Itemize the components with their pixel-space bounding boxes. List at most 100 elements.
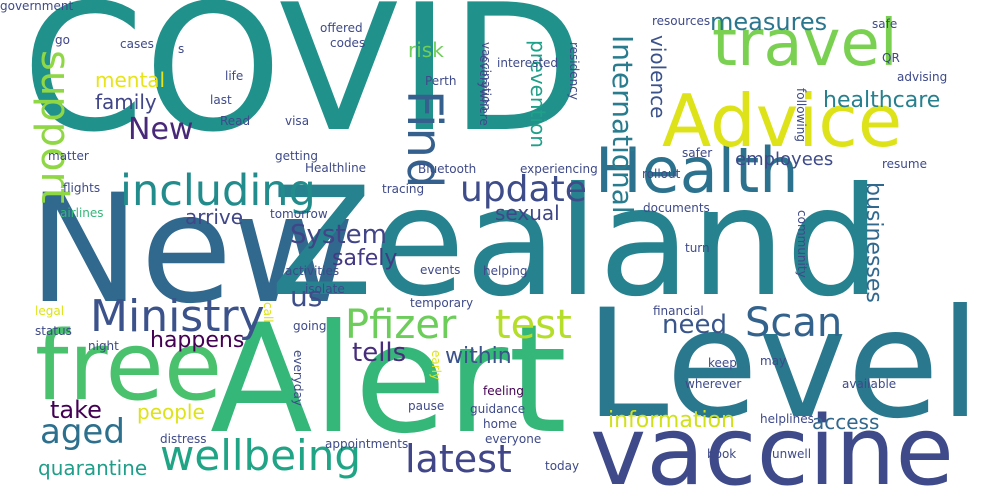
word-61: tomorrow [270, 207, 328, 221]
word-93: rollout [642, 167, 681, 181]
word-98: experiencing [520, 162, 598, 176]
word-3: Alert [210, 293, 568, 467]
word-56: Read [220, 114, 251, 128]
word-47: cases [120, 37, 154, 51]
word-23: New [128, 112, 194, 147]
word-102: residency [567, 42, 581, 100]
word-50: matter [48, 149, 89, 163]
word-7: Health [595, 134, 799, 207]
word-62: activities [285, 264, 340, 278]
word-0: COVID [22, 0, 585, 171]
word-73: temporary [410, 296, 474, 310]
word-88: financial [653, 304, 704, 318]
word-65: status [35, 324, 72, 338]
word-2: Zealand [270, 156, 881, 330]
word-10: including [120, 166, 316, 216]
word-85: available [842, 377, 897, 391]
word-101: everywhere [477, 55, 491, 126]
word-83: unwell [772, 447, 812, 461]
word-8: Advice [662, 79, 903, 163]
word-24: us [290, 280, 323, 313]
word-66: night [88, 339, 119, 353]
word-55: last [210, 93, 232, 107]
word-5: vaccine [590, 397, 954, 500]
word-105: QR [882, 51, 900, 65]
word-95: resume [882, 157, 927, 171]
word-9: travel [712, 7, 898, 81]
word-34: safely [332, 246, 398, 271]
word-36: sexual [495, 201, 560, 225]
word-39: people [137, 400, 205, 424]
word-31: businesses [861, 182, 886, 303]
word-69: appointments [325, 437, 409, 451]
word-99: interested [497, 56, 559, 70]
word-53: offered [320, 21, 363, 35]
word-97: Bluetooth [418, 162, 477, 176]
word-54: codes [330, 36, 366, 50]
word-70: everyday [291, 350, 305, 406]
word-33: within [445, 344, 512, 369]
word-72: events [420, 263, 461, 277]
word-12: update [460, 169, 587, 210]
word-64: legal [35, 304, 65, 318]
word-77: feeling [483, 384, 524, 398]
word-80: everyone [485, 432, 542, 446]
word-81: today [545, 459, 580, 473]
word-51: flights [63, 181, 101, 195]
word-14: Ministry [90, 291, 265, 342]
word-57: Perth [425, 74, 457, 88]
word-89: keep [708, 356, 737, 370]
word-103: following [794, 88, 808, 142]
word-28: healthcare [823, 88, 941, 113]
word-49: life [225, 69, 244, 83]
word-59: Healthline [305, 161, 367, 175]
word-19: latest [405, 437, 512, 481]
word-37: mental [95, 68, 166, 92]
word-21: International [606, 35, 639, 214]
word-32: happens [150, 328, 245, 353]
word-104: advising [897, 70, 948, 84]
word-45: employees [735, 149, 834, 170]
word-108: government [0, 0, 74, 13]
word-30: information [608, 408, 735, 433]
word-63: isolate [305, 282, 345, 296]
word-6: free [35, 312, 223, 422]
word-58: getting [275, 149, 318, 163]
word-22: measures [710, 8, 828, 36]
word-25: System [290, 220, 387, 250]
word-92: community [795, 210, 809, 278]
word-40: quarantine [38, 456, 148, 480]
word-16: test [495, 302, 572, 348]
word-71: call [261, 302, 275, 323]
word-74: helping [483, 264, 528, 278]
word-48: s [178, 42, 185, 56]
word-60: visa [285, 114, 310, 128]
word-17: Scan [745, 300, 843, 346]
word-27: need [662, 310, 727, 340]
word-87: may [760, 354, 787, 368]
word-86: wherever [685, 377, 742, 391]
word-82: book [707, 447, 737, 461]
word-44: risk [408, 38, 444, 62]
word-96: tracing [382, 182, 425, 196]
word-35: arrive [185, 205, 244, 229]
word-41: access [812, 410, 880, 434]
word-91: documents [643, 201, 710, 215]
word-79: home [483, 417, 518, 431]
word-42: violence [646, 35, 670, 119]
word-75: early [429, 350, 443, 381]
word-15: Pfizer [345, 302, 457, 348]
word-76: pause [408, 399, 445, 413]
word-46: go [55, 33, 70, 47]
word-84: helplines [760, 412, 814, 426]
word-90: turn [685, 241, 710, 255]
word-78: guidance [470, 402, 526, 416]
word-67: going [293, 319, 327, 333]
word-4: Level [585, 278, 981, 452]
word-20: aged [40, 412, 125, 452]
word-1: New [28, 163, 356, 337]
word-38: family [95, 90, 157, 114]
word-52: airlines [60, 206, 104, 220]
word-68: distress [160, 432, 207, 446]
